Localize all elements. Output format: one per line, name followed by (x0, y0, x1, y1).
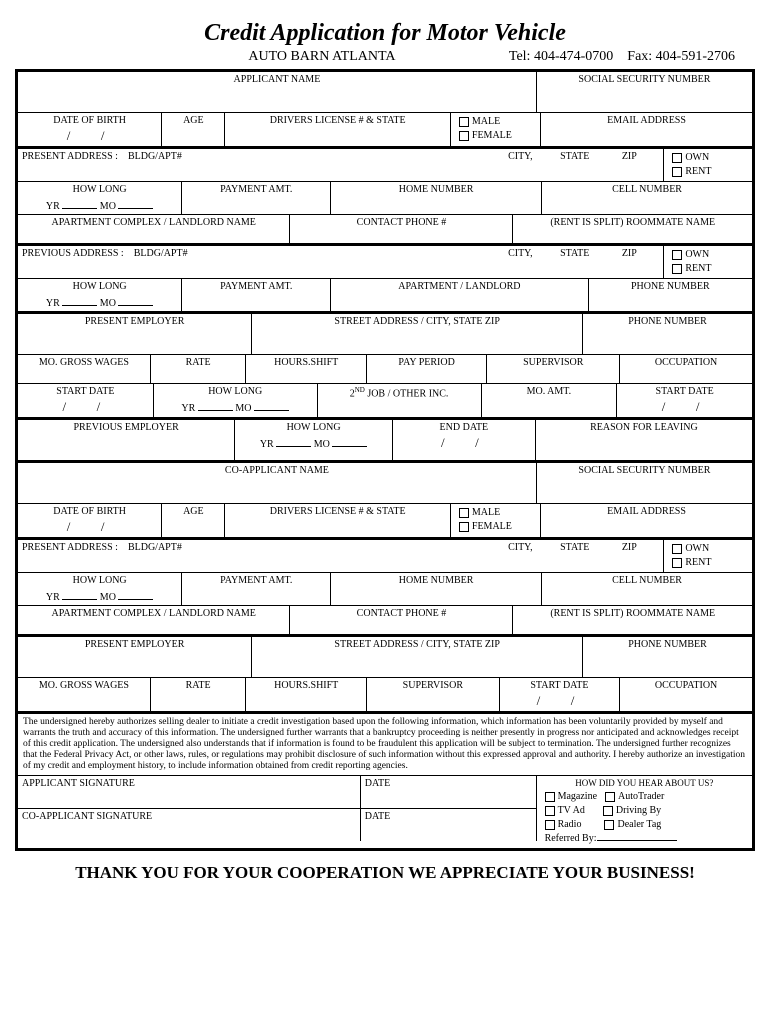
hear-about-label: HOW DID YOU HEAR ABOUT US? (541, 778, 748, 788)
dob-label: DATE OF BIRTH (22, 115, 157, 126)
coapp-sig-label: CO-APPLICANT SIGNATURE (22, 811, 356, 822)
referred-by-field[interactable] (597, 840, 677, 841)
dl-label: DRIVERS LICENSE # & STATE (229, 115, 445, 126)
application-form: APPLICANT NAME SOCIAL SECURITY NUMBER DA… (15, 69, 755, 851)
radio-checkbox[interactable] (545, 820, 555, 830)
female-checkbox[interactable] (459, 131, 469, 141)
prev-own-checkbox[interactable] (672, 250, 682, 260)
co-male-checkbox[interactable] (459, 508, 469, 518)
prev-addr-label: PREVIOUS ADDRESS : (22, 248, 124, 259)
co-rent-checkbox[interactable] (672, 558, 682, 568)
tvad-checkbox[interactable] (545, 806, 555, 816)
prev-rent-checkbox[interactable] (672, 264, 682, 274)
rent-checkbox[interactable] (672, 167, 682, 177)
drivingby-checkbox[interactable] (603, 806, 613, 816)
age-label: AGE (166, 115, 220, 126)
dob-field[interactable]: / / (22, 128, 157, 144)
ssn-label: SOCIAL SECURITY NUMBER (541, 74, 748, 85)
disclaimer-text: The undersigned hereby authorizes sellin… (18, 712, 752, 776)
applicant-name-label: APPLICANT NAME (22, 74, 532, 85)
company-name: AUTO BARN ATLANTA (135, 49, 509, 65)
subheader: AUTO BARN ATLANTA Tel: 404-474-0700 Fax:… (15, 49, 755, 69)
dealertag-checkbox[interactable] (604, 820, 614, 830)
magazine-checkbox[interactable] (545, 792, 555, 802)
own-checkbox[interactable] (672, 153, 682, 163)
app-sig-label: APPLICANT SIGNATURE (22, 778, 356, 789)
co-female-checkbox[interactable] (459, 522, 469, 532)
prev-employer-label: PREVIOUS EMPLOYER (22, 422, 230, 433)
howlong-field[interactable]: YR MO (22, 201, 177, 212)
email-label: EMAIL ADDRESS (545, 115, 748, 126)
co-own-checkbox[interactable] (672, 544, 682, 554)
present-employer-label: PRESENT EMPLOYER (22, 316, 247, 327)
page-title: Credit Application for Motor Vehicle (15, 20, 755, 47)
present-addr-label: PRESENT ADDRESS : (22, 151, 118, 162)
contact-info: Tel: 404-474-0700 Fax: 404-591-2706 (509, 49, 735, 65)
bldg-label: BLDG/APT# (128, 151, 182, 162)
autotrader-checkbox[interactable] (605, 792, 615, 802)
co-applicant-label: CO-APPLICANT NAME (22, 465, 532, 476)
male-checkbox[interactable] (459, 117, 469, 127)
footer-text: THANK YOU FOR YOUR COOPERATION WE APPREC… (15, 863, 755, 883)
